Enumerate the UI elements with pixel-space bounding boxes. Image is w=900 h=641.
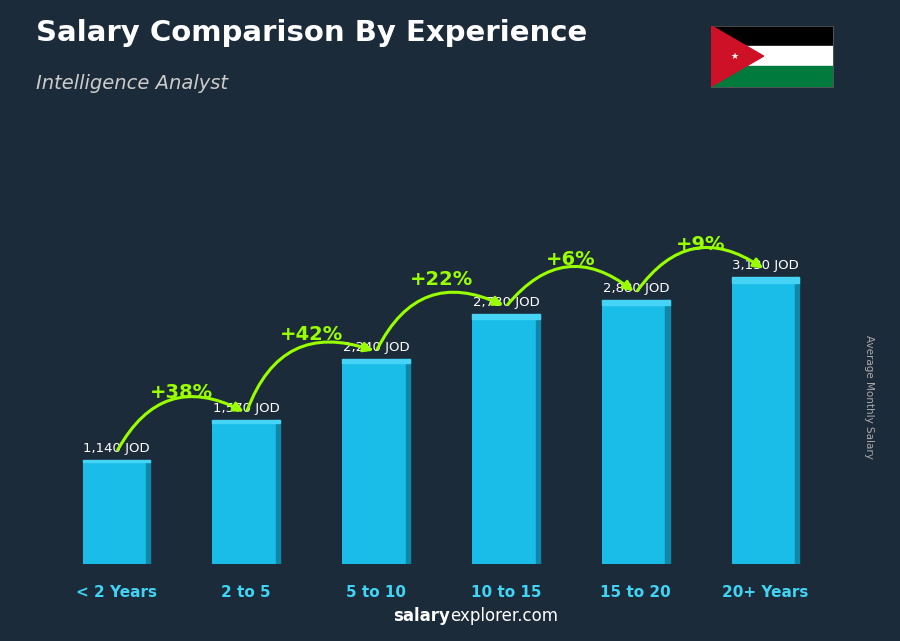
Bar <box>732 278 799 283</box>
Bar <box>342 359 410 363</box>
Text: 2,730 JOD: 2,730 JOD <box>472 296 539 309</box>
Text: 5 to 10: 5 to 10 <box>346 585 406 600</box>
Text: +6%: +6% <box>546 250 596 269</box>
Text: +9%: +9% <box>676 235 725 254</box>
Text: < 2 Years: < 2 Years <box>76 585 157 600</box>
Text: Intelligence Analyst: Intelligence Analyst <box>36 74 228 93</box>
Text: 3,130 JOD: 3,130 JOD <box>733 260 799 272</box>
Bar <box>536 314 540 564</box>
Text: Average Monthly Salary: Average Monthly Salary <box>863 335 874 460</box>
FancyArrowPatch shape <box>377 292 500 349</box>
Text: 15 to 20: 15 to 20 <box>600 585 671 600</box>
Bar <box>342 359 410 564</box>
Text: 1,140 JOD: 1,140 JOD <box>83 442 149 454</box>
Bar <box>146 460 150 564</box>
Text: +42%: +42% <box>280 325 343 344</box>
Text: salary: salary <box>393 607 450 625</box>
Text: Salary Comparison By Experience: Salary Comparison By Experience <box>36 19 587 47</box>
Text: ★: ★ <box>731 51 739 61</box>
Text: +22%: +22% <box>410 270 472 289</box>
Bar <box>602 301 670 564</box>
Bar <box>212 420 280 564</box>
Polygon shape <box>711 26 763 87</box>
Text: 10 to 15: 10 to 15 <box>471 585 541 600</box>
Text: 2,240 JOD: 2,240 JOD <box>343 341 410 354</box>
Bar <box>83 460 150 564</box>
Text: explorer.com: explorer.com <box>450 607 558 625</box>
Text: +38%: +38% <box>149 383 213 401</box>
Bar <box>796 278 799 564</box>
Text: 2 to 5: 2 to 5 <box>221 585 271 600</box>
Bar <box>711 46 832 66</box>
Text: 1,570 JOD: 1,570 JOD <box>213 403 280 415</box>
Bar <box>212 420 280 423</box>
Bar <box>711 66 832 87</box>
Text: 20+ Years: 20+ Years <box>723 585 809 600</box>
Bar <box>732 278 799 564</box>
FancyArrowPatch shape <box>508 267 631 304</box>
Bar <box>472 314 540 564</box>
Bar <box>276 420 280 564</box>
Bar <box>602 301 670 305</box>
FancyArrowPatch shape <box>248 342 370 410</box>
FancyArrowPatch shape <box>118 397 241 450</box>
Bar <box>406 359 410 564</box>
Bar <box>83 460 150 462</box>
Text: 2,880 JOD: 2,880 JOD <box>602 282 669 296</box>
Bar <box>665 301 670 564</box>
FancyArrowPatch shape <box>637 247 760 291</box>
Bar <box>711 26 832 46</box>
Bar <box>472 314 540 319</box>
